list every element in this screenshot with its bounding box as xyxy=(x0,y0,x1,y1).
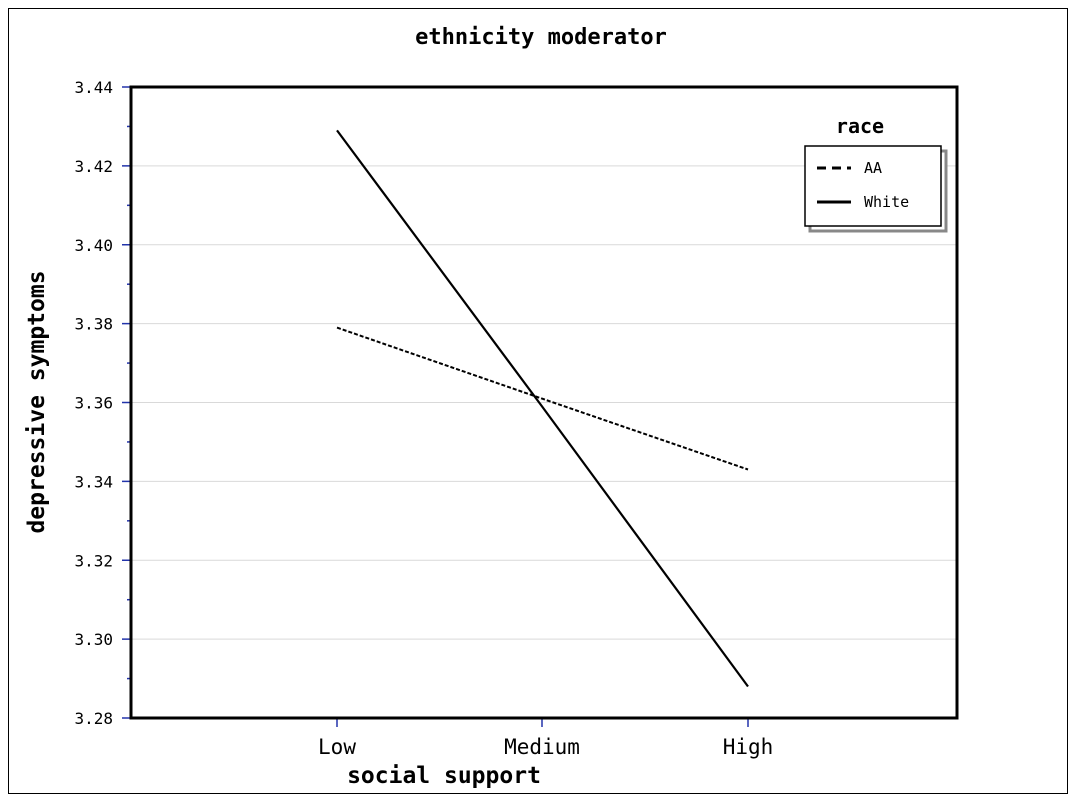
legend-label: White xyxy=(864,193,909,211)
x-tick-label: Low xyxy=(318,735,356,759)
series-line-white xyxy=(336,129,749,688)
x-axis-ticks: Low Medium High xyxy=(318,718,773,759)
y-tick-label: 3.40 xyxy=(74,236,113,255)
y-tick-label: 3.36 xyxy=(74,394,113,413)
x-tick-label: Medium xyxy=(504,735,580,759)
y-axis-ticks: 3.28 3.30 3.32 3.34 3.36 3.38 3.40 3.42 3.44 xyxy=(74,78,131,728)
gridlines xyxy=(131,165,957,640)
x-tick-label: High xyxy=(723,735,774,759)
y-tick-label: 3.34 xyxy=(74,472,113,491)
y-tick-label: 3.38 xyxy=(74,315,113,334)
series-lines xyxy=(336,129,749,688)
y-axis-label: depressive symptoms xyxy=(24,270,50,533)
legend-label: AA xyxy=(864,159,882,177)
chart-title: ethnicity moderator xyxy=(415,25,667,50)
plot-area-border xyxy=(129,85,959,720)
x-axis-label: social support xyxy=(347,763,541,789)
legend-box xyxy=(804,145,942,227)
y-tick-label: 3.44 xyxy=(74,78,113,97)
series-line-aa xyxy=(336,326,749,471)
y-tick-label: 3.28 xyxy=(74,709,113,728)
y-tick-label: 3.42 xyxy=(74,157,113,176)
y-tick-label: 3.32 xyxy=(74,551,113,570)
legend: race AA White xyxy=(804,114,948,233)
y-tick-label: 3.30 xyxy=(74,630,113,649)
legend-title: race xyxy=(836,114,884,138)
